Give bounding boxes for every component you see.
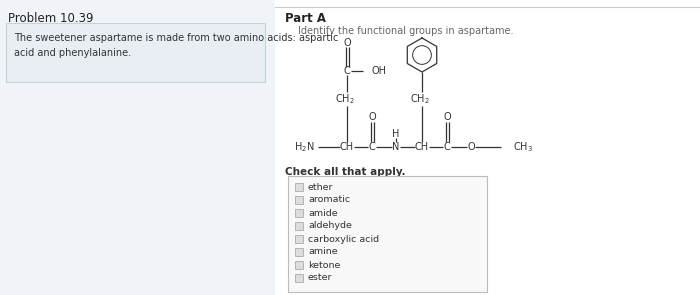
Text: C: C (369, 142, 375, 152)
FancyBboxPatch shape (295, 222, 304, 230)
FancyBboxPatch shape (288, 176, 487, 292)
FancyBboxPatch shape (295, 275, 304, 283)
FancyBboxPatch shape (6, 23, 265, 82)
Text: ketone: ketone (308, 260, 340, 270)
FancyBboxPatch shape (295, 248, 304, 256)
Text: ester: ester (308, 273, 332, 283)
Text: carboxylic acid: carboxylic acid (308, 235, 379, 243)
Text: Identify the functional groups in aspartame.: Identify the functional groups in aspart… (298, 26, 514, 36)
Text: Problem 10.39: Problem 10.39 (8, 12, 94, 25)
Text: $\mathsf{CH_2}$: $\mathsf{CH_2}$ (410, 92, 430, 106)
Text: O: O (343, 38, 351, 48)
Text: CH: CH (340, 142, 354, 152)
Text: O: O (467, 142, 475, 152)
Text: $\mathsf{CH_2}$: $\mathsf{CH_2}$ (335, 92, 355, 106)
FancyBboxPatch shape (295, 235, 304, 243)
Text: Part A: Part A (285, 12, 326, 25)
Bar (0, 0, 275, 295)
Text: The sweetener aspartame is made from two amino acids: aspartic
acid and phenylal: The sweetener aspartame is made from two… (14, 33, 338, 58)
Text: amine: amine (308, 248, 337, 256)
Text: CH: CH (415, 142, 429, 152)
Text: OH: OH (372, 66, 387, 76)
FancyBboxPatch shape (295, 196, 304, 204)
Bar (275, 0, 700, 295)
Text: aromatic: aromatic (308, 196, 350, 204)
Text: H: H (392, 129, 400, 139)
Text: O: O (368, 112, 376, 122)
Text: $\mathsf{H_2N}$: $\mathsf{H_2N}$ (293, 140, 314, 154)
Text: C: C (344, 66, 351, 76)
Text: $\mathsf{CH_3}$: $\mathsf{CH_3}$ (513, 140, 533, 154)
FancyBboxPatch shape (295, 183, 304, 191)
Text: Check all that apply.: Check all that apply. (285, 167, 405, 177)
Text: amide: amide (308, 209, 337, 217)
Text: N: N (392, 142, 400, 152)
FancyBboxPatch shape (295, 209, 304, 217)
Text: ether: ether (308, 183, 333, 191)
Text: O: O (443, 112, 451, 122)
FancyBboxPatch shape (295, 261, 304, 270)
Text: aldehyde: aldehyde (308, 222, 352, 230)
Text: C: C (444, 142, 450, 152)
